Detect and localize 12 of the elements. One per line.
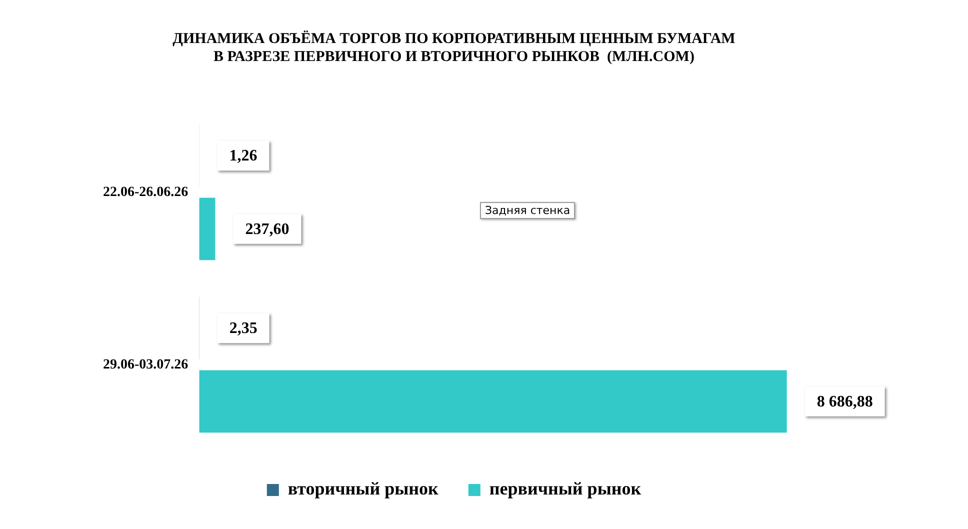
- data-label: 237,60: [245, 221, 290, 238]
- data-label: 8 686,88: [816, 394, 873, 411]
- chart-title: ДИНАМИКА ОБЪЁМА ТОРГОВ ПО КОРПОРАТИВНЫМ ЦЕННЫМ БУМАГАМ В РАЗРЕЗЕ ПЕРВИЧНОГО И ВТОРИЧНОГО РЫНКОВ (МЛН.СОМ): [172, 30, 736, 65]
- legend-label: вторичный рынок: [288, 478, 440, 499]
- bar: [199, 198, 216, 260]
- data-label: 2,35: [229, 320, 258, 338]
- y-tick-label: 29.06-03.07.26: [102, 357, 188, 372]
- data-label: 1,26: [229, 148, 258, 165]
- legend-label: первичный рынок: [489, 478, 642, 499]
- annotation: Задняя стенка: [480, 202, 576, 219]
- bar: [199, 370, 787, 433]
- y-tick-label: 22.06-26.06.26: [102, 184, 188, 200]
